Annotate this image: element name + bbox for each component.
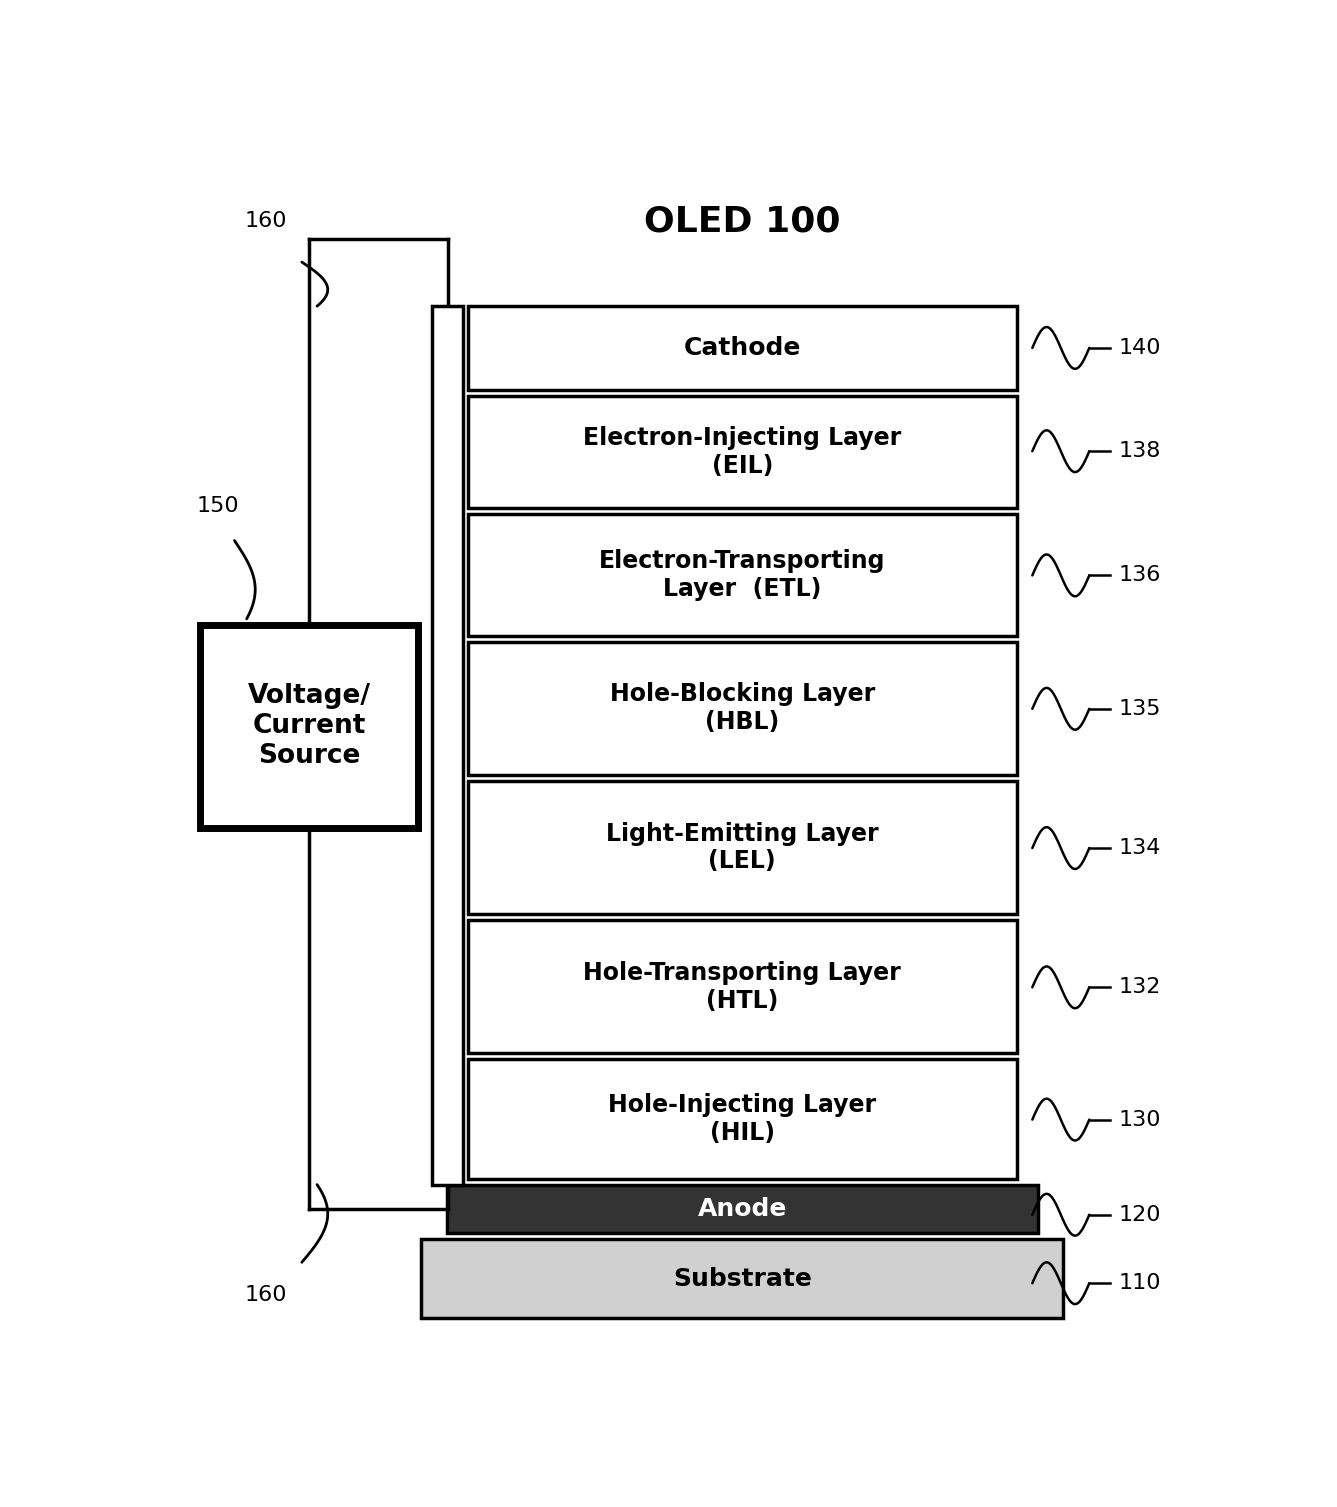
Bar bbox=[468, 781, 1016, 915]
Text: Cathode: Cathode bbox=[683, 336, 801, 360]
Text: Voltage/
Current
Source: Voltage/ Current Source bbox=[247, 683, 370, 769]
Text: Substrate: Substrate bbox=[673, 1266, 812, 1290]
Text: 110: 110 bbox=[1118, 1273, 1161, 1293]
Text: 140: 140 bbox=[1118, 338, 1161, 359]
Bar bbox=[468, 642, 1016, 775]
Bar bbox=[468, 514, 1016, 636]
Bar bbox=[468, 1059, 1016, 1178]
Text: 136: 136 bbox=[1118, 565, 1161, 585]
Text: 150: 150 bbox=[197, 496, 239, 515]
Text: 132: 132 bbox=[1118, 978, 1161, 998]
Text: 138: 138 bbox=[1118, 442, 1161, 461]
Bar bbox=[447, 1185, 1038, 1233]
Text: Anode: Anode bbox=[698, 1197, 787, 1221]
Text: Electron-Transporting
Layer  (ETL): Electron-Transporting Layer (ETL) bbox=[599, 549, 885, 601]
Text: 120: 120 bbox=[1118, 1204, 1161, 1225]
Text: 134: 134 bbox=[1118, 838, 1161, 857]
Text: 135: 135 bbox=[1118, 699, 1161, 719]
Text: 160: 160 bbox=[245, 211, 287, 232]
Text: 130: 130 bbox=[1118, 1109, 1161, 1130]
Bar bbox=[468, 395, 1016, 508]
Text: Hole-Transporting Layer
(HTL): Hole-Transporting Layer (HTL) bbox=[583, 961, 901, 1013]
Text: Hole-Injecting Layer
(HIL): Hole-Injecting Layer (HIL) bbox=[608, 1093, 876, 1145]
Text: Electron-Injecting Layer
(EIL): Electron-Injecting Layer (EIL) bbox=[583, 426, 901, 478]
Text: OLED 100: OLED 100 bbox=[644, 205, 841, 238]
Bar bbox=[468, 919, 1016, 1053]
Bar bbox=[201, 625, 418, 827]
Text: 160: 160 bbox=[245, 1285, 287, 1305]
Bar bbox=[432, 306, 464, 1185]
Bar bbox=[468, 306, 1016, 390]
Text: Hole-Blocking Layer
(HBL): Hole-Blocking Layer (HBL) bbox=[610, 683, 874, 734]
Bar bbox=[421, 1239, 1063, 1319]
Text: Light-Emitting Layer
(LEL): Light-Emitting Layer (LEL) bbox=[606, 821, 878, 874]
